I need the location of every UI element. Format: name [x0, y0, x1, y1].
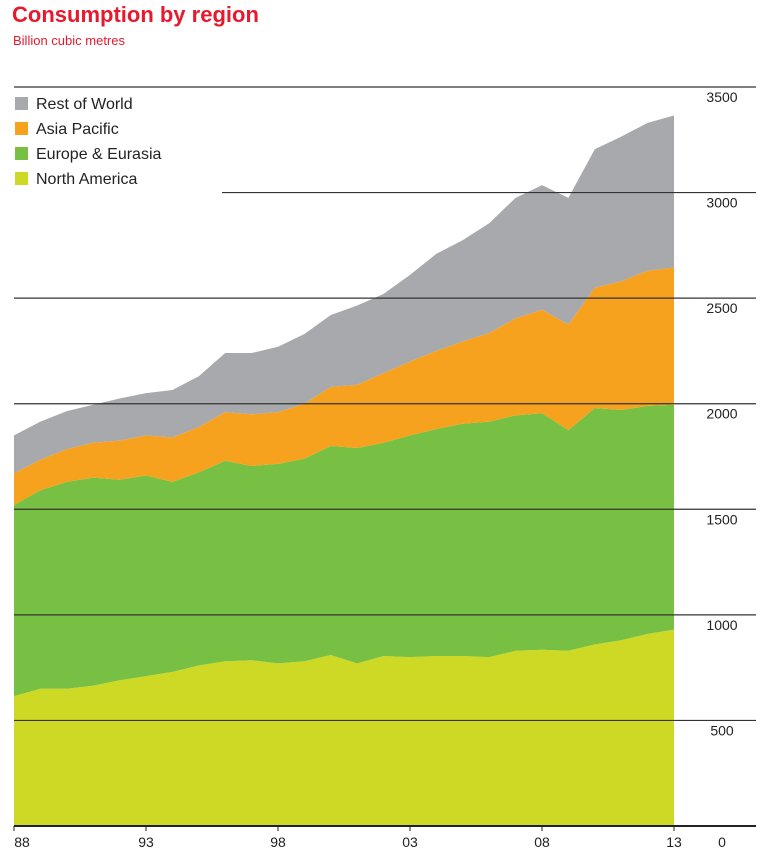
legend: Rest of World Asia Pacific Europe & Eurasi…: [15, 96, 162, 188]
chart-subtitle: Billion cubic metres: [13, 33, 125, 48]
y-tick-label: 2500: [706, 300, 737, 316]
x-tick-label: 93: [138, 834, 154, 850]
x-axis-ticks: 88 93 98 03 08 13: [13, 826, 682, 850]
x-tick-label: 98: [270, 834, 286, 850]
area-asia-pacific: [14, 267, 674, 506]
y-axis-ticks: 0 500 1000 1500 2000 2500 3000 3500: [706, 89, 737, 850]
legend-swatch: [15, 147, 28, 160]
legend-swatch: [15, 97, 28, 110]
y-tick-label: 0: [718, 834, 726, 850]
area-series-group: [14, 115, 674, 826]
area-north-america: [14, 629, 674, 826]
area-rest-of-world: [14, 115, 674, 474]
legend-swatch: [15, 122, 28, 135]
legend-swatch: [15, 172, 28, 185]
y-tick-label: 2000: [706, 406, 737, 422]
y-tick-label: 500: [710, 722, 734, 738]
legend-label: Rest of World: [36, 96, 133, 113]
y-tick-label: 1500: [706, 511, 737, 527]
y-tick-label: 1000: [706, 617, 737, 633]
x-tick-label: 08: [534, 834, 550, 850]
y-tick-label: 3000: [706, 195, 737, 211]
legend-label: Asia Pacific: [36, 121, 119, 138]
gridlines: [14, 86, 756, 827]
y-tick-label: 3500: [706, 89, 737, 105]
x-tick-label: 03: [402, 834, 418, 850]
area-europe-eurasia: [14, 404, 674, 697]
x-tick-label: 13: [666, 834, 682, 850]
legend-label: North America: [36, 171, 137, 188]
legend-label: Europe & Eurasia: [36, 146, 162, 163]
chart-title: Consumption by region: [12, 2, 259, 27]
x-tick-label: 88: [14, 834, 30, 850]
